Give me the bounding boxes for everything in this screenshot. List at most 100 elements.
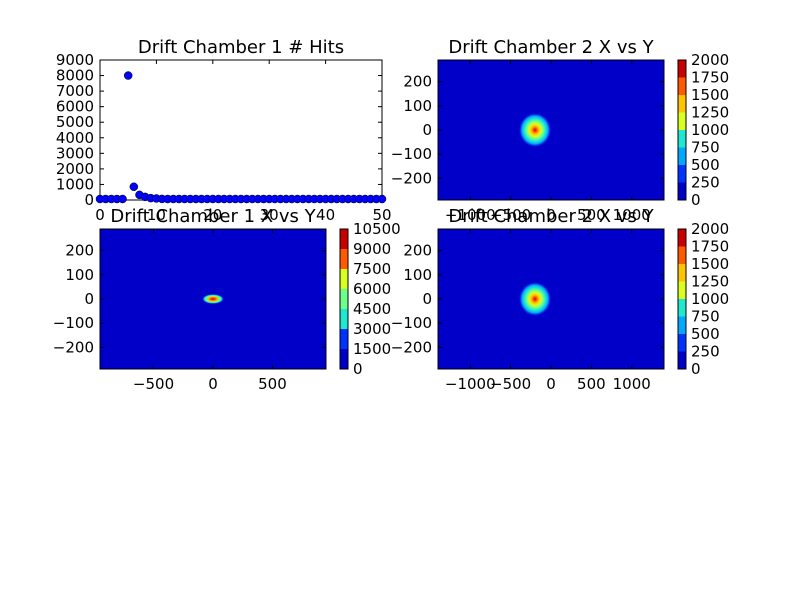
colorbar-tick-label: 500	[691, 156, 720, 174]
colorbar-segment	[340, 229, 348, 249]
y-tick-label: −100	[53, 314, 94, 332]
heatmap-hotspot	[519, 113, 551, 147]
colorbar-segment	[340, 289, 348, 309]
colorbar-tick-label: 1250	[691, 273, 729, 291]
data-point	[118, 194, 127, 204]
colorbar-tick-label: 3000	[353, 320, 391, 338]
y-tick-label: 100	[403, 266, 432, 284]
y-tick-label: 0	[422, 290, 432, 308]
x-tick-label: 500	[577, 375, 606, 393]
y-tick-label: 0	[422, 121, 432, 139]
colorbar-tick-label: 1000	[691, 290, 729, 308]
x-tick-label: 0	[95, 206, 105, 224]
colorbar-tick-label: 10500	[353, 220, 401, 238]
colorbar-segment	[340, 309, 348, 329]
x-tick-label: 30	[260, 206, 279, 224]
colorbar-tick-label: 1750	[691, 69, 729, 87]
colorbar-frame	[677, 59, 687, 201]
colorbar-tick-label: 1750	[691, 238, 729, 256]
x-tick-label: −500	[133, 375, 174, 393]
panel-dc2-xy-top: Drift Chamber 2 X vs Y −200 −100 0 100 200 0…	[391, 37, 729, 209]
heatmap-hotspot	[519, 282, 551, 316]
y-tick-label: 7000	[56, 82, 94, 100]
data-point	[129, 182, 139, 192]
colorbar-segment	[678, 281, 686, 299]
colorbar-tick-label: 6000	[353, 280, 391, 298]
y-tick-label: 100	[403, 97, 432, 115]
colorbar-segment	[678, 299, 686, 317]
heatmap-hotspot	[202, 294, 224, 304]
colorbar-tick-label: 2000	[691, 220, 729, 238]
colorbar-frame	[339, 228, 349, 370]
x-tick-label: −1000	[445, 206, 496, 224]
x-axis-ticks: 0 10 20 30 40 50	[95, 60, 392, 224]
colorbar-tick-label: 250	[691, 343, 720, 361]
colorbar-segment	[678, 77, 686, 95]
y-tick-label: 100	[65, 266, 94, 284]
colorbar-tick-label: 9000	[353, 240, 391, 258]
x-tick-label: 20	[203, 206, 222, 224]
y-axis-ticks: −200 −100 0 100 200	[53, 242, 326, 356]
colorbar-tick-label: 1500	[353, 340, 391, 358]
chart-title: Drift Chamber 1 # Hits	[138, 37, 344, 58]
y-tick-label: −200	[53, 338, 94, 356]
x-tick-label: 0	[208, 375, 218, 393]
colorbar-tick-label: 750	[691, 308, 720, 326]
y-tick-label: 0	[84, 191, 94, 209]
colorbar-tick-label: 1500	[691, 86, 729, 104]
colorbar-tick-label: 0	[691, 360, 701, 378]
data-point	[377, 194, 387, 204]
colorbar-segment	[678, 165, 686, 183]
x-tick-label: 0	[546, 206, 556, 224]
data-point	[123, 71, 133, 80]
colorbar-segment	[678, 334, 686, 352]
y-tick-label: 200	[65, 242, 94, 260]
colorbar-tick-label: 750	[691, 139, 720, 157]
colorbar-segment	[678, 229, 686, 247]
colorbar-segment	[678, 264, 686, 282]
colorbar-tick-label: 0	[353, 360, 363, 378]
colorbar-tick-label: 1000	[691, 121, 729, 139]
colorbar-tick-label: 4500	[353, 300, 391, 318]
chart-title: Drift Chamber 2 X vs Y	[448, 37, 654, 58]
y-tick-label: 8000	[56, 67, 94, 85]
colorbar-segment	[340, 349, 348, 369]
colorbar-tick-label: 2000	[691, 51, 729, 69]
colorbar-segment	[678, 95, 686, 113]
y-tick-label: 200	[403, 73, 432, 91]
data-points	[95, 71, 387, 204]
y-tick-label: 6000	[56, 98, 94, 116]
colorbar-tick-label: 0	[691, 191, 701, 209]
y-tick-label: 3000	[56, 144, 94, 162]
colorbar-segment	[678, 147, 686, 165]
y-axis-ticks: −200 −100 0 100 200	[391, 73, 664, 187]
x-tick-label: 1000	[613, 375, 651, 393]
chart-title: Drift Chamber 2 X vs Y	[448, 206, 654, 227]
colorbar-segment	[678, 351, 686, 369]
y-tick-label: 1000	[56, 175, 94, 193]
x-tick-label: −500	[490, 206, 531, 224]
x-tick-label: 1000	[613, 206, 651, 224]
x-tick-label: −500	[490, 375, 531, 393]
y-tick-label: −100	[391, 145, 432, 163]
x-axis-ticks: −1000−500 0 500 1000	[445, 229, 651, 393]
x-axis-ticks: −1000−500 0 500 1000	[445, 60, 651, 224]
y-tick-label: −100	[391, 314, 432, 332]
x-tick-label: 500	[258, 375, 287, 393]
x-tick-label: 0	[546, 375, 556, 393]
colorbar-segment	[678, 316, 686, 334]
colorbar-segment	[678, 60, 686, 78]
panel-dc1-hits: Drift Chamber 1 # Hits 01000200030004000…	[56, 37, 392, 224]
colorbar-segment	[678, 182, 686, 200]
panel-dc1-xy: −200 −100 0 100 200 −500 0 500 0 1500 3000 4500 60…	[53, 206, 401, 393]
x-tick-label: 10	[147, 206, 166, 224]
x-axis-ticks: −500 0 500	[133, 229, 287, 393]
chart-title: Drift Chamber 1 X vs Y	[110, 206, 316, 227]
x-tick-label: −1000	[445, 375, 496, 393]
y-axis-ticks: −200 −100 0 100 200	[391, 242, 664, 356]
